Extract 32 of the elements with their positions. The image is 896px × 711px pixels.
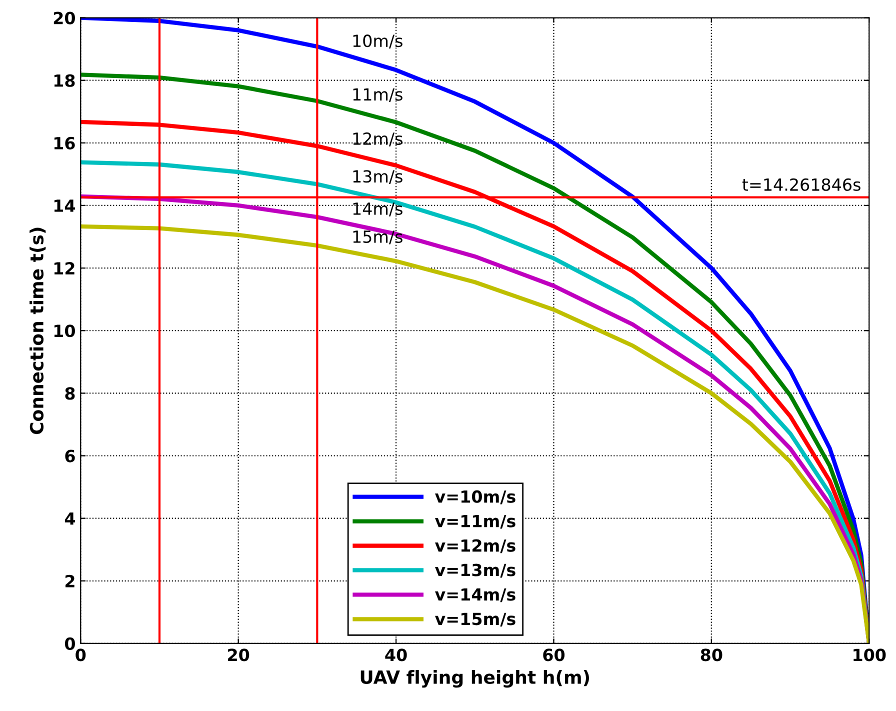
x-tick-label: 60 — [543, 648, 565, 662]
y-axis-title: Connection time t(s) — [30, 228, 46, 434]
y-tick-label: 20 — [54, 12, 75, 24]
annotation: 14m/s — [353, 202, 402, 216]
y-tick-label: 12 — [54, 262, 74, 274]
annotation: 13m/s — [353, 170, 402, 184]
legend-label: v=14m/s — [435, 588, 516, 602]
legend-label: v=12m/s — [435, 539, 516, 554]
y-tick-label: 2 — [66, 574, 74, 588]
y-tick-label: 4 — [64, 512, 76, 525]
x-tick-label: 100 — [854, 648, 886, 662]
x-tick-label: 0 — [76, 648, 86, 662]
annotation: 11m/s — [353, 88, 402, 102]
annotation: 15m/s — [353, 230, 402, 244]
legend-label: v=11m/s — [435, 514, 516, 529]
annotation: 12m/s — [353, 132, 402, 146]
y-tick-label: 18 — [54, 74, 75, 87]
y-tick-label: 6 — [65, 450, 75, 462]
x-tick-label: 20 — [228, 648, 250, 662]
x-axis-title: UAV flying height h(m) — [360, 670, 589, 688]
x-tick-label: 80 — [700, 648, 722, 662]
y-tick-label: 0 — [64, 637, 75, 650]
ref-line-label: t=14.261846s — [742, 178, 860, 191]
y-tick-label: 10 — [54, 324, 75, 338]
legend-label: v=10m/s — [435, 490, 516, 504]
y-tick-label: 16 — [54, 136, 75, 150]
annotation: 10m/s — [353, 34, 402, 48]
y-tick-label: 8 — [65, 387, 75, 400]
y-tick-label: 14 — [54, 200, 76, 212]
legend-label: v=15m/s — [435, 612, 516, 627]
legend-label: v=13m/s — [435, 564, 516, 578]
x-tick-label: 40 — [385, 648, 407, 662]
